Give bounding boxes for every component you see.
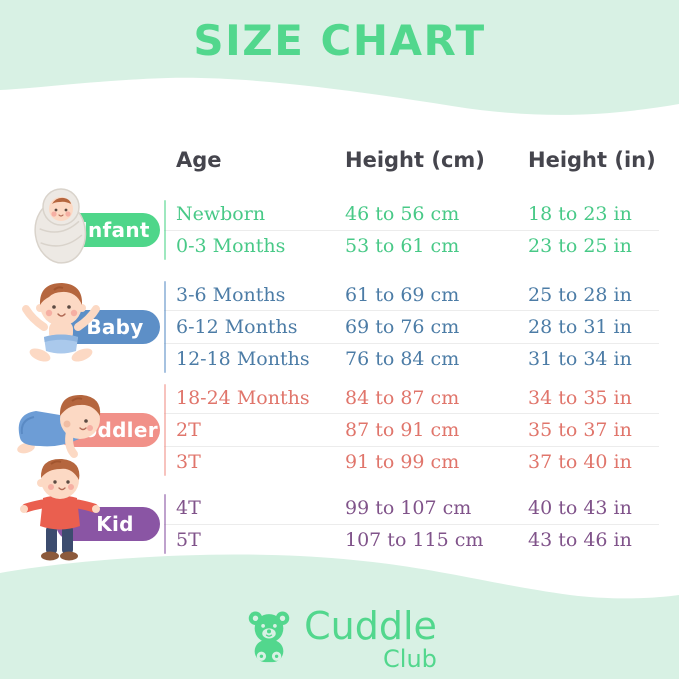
height-in-cell: 25 to 28 in (528, 283, 632, 306)
age-cell: 2T (176, 418, 201, 441)
brand-name: Cuddle Club (304, 607, 437, 671)
pill-label: Kid (96, 512, 134, 536)
age-cell: 4T (176, 496, 201, 519)
table-row: 6-12 Months 69 to 76 cm 28 to 31 in (164, 310, 659, 342)
table-row: 4T 99 to 107 cm 40 to 43 in (164, 492, 659, 524)
height-cm-cell: 69 to 76 cm (345, 315, 460, 338)
brand-primary-text: Cuddle (304, 604, 437, 648)
height-cm-cell: 76 to 84 cm (345, 348, 460, 371)
crawling-toddler-icon (17, 394, 101, 458)
table-row: 12-18 Months 76 to 84 cm 31 to 34 in (164, 342, 659, 375)
pill-label: Baby (86, 315, 144, 339)
header-height-cm: Height (cm) (345, 148, 485, 172)
group-rows: 4T 99 to 107 cm 40 to 43 in 5T 107 to 11… (164, 492, 659, 556)
size-group-kid: Kid (0, 458, 659, 561)
group-label-area: Baby (0, 279, 164, 375)
height-cm-cell: 99 to 107 cm (345, 496, 472, 519)
swaddled-baby-icon (34, 188, 87, 264)
size-group-toddler: Toddler 18-24 Months 84 to 87 cm 34 to (0, 382, 659, 478)
group-rows: 18-24 Months 84 to 87 cm 34 to 35 in 2T … (164, 382, 659, 478)
size-group-infant: Infant Newborn 46 to 56 (0, 188, 659, 264)
pill-label: Infant (80, 218, 150, 242)
height-cm-cell: 107 to 115 cm (345, 529, 484, 552)
standing-kid-icon (20, 458, 100, 561)
height-cm-cell: 46 to 56 cm (345, 202, 460, 225)
header-height-in: Height (in) (528, 148, 656, 172)
age-cell: 0-3 Months (176, 235, 286, 258)
age-cell: 3-6 Months (176, 283, 286, 306)
teddy-bear-icon (248, 611, 290, 663)
bottom-wave-shape (0, 554, 679, 679)
height-cm-cell: 84 to 87 cm (345, 386, 460, 409)
table-row: 3-6 Months 61 to 69 cm 25 to 28 in (164, 279, 659, 310)
height-cm-cell: 91 to 99 cm (345, 451, 460, 474)
height-in-cell: 35 to 37 in (528, 418, 632, 441)
height-cm-cell: 87 to 91 cm (345, 418, 460, 441)
group-label-area: Infant (0, 188, 164, 264)
size-group-baby: Baby (0, 279, 659, 375)
height-in-cell: 43 to 46 in (528, 529, 632, 552)
top-wave-shape (0, 0, 679, 115)
sitting-baby-icon (22, 283, 100, 362)
brand-secondary-text: Club (383, 645, 437, 673)
table-row: 2T 87 to 91 cm 35 to 37 in (164, 413, 659, 445)
group-label-area: Toddler (0, 382, 164, 478)
age-cell: 12-18 Months (176, 348, 310, 371)
age-cell: 5T (176, 529, 201, 552)
height-in-cell: 28 to 31 in (528, 315, 632, 338)
age-cell: 3T (176, 451, 201, 474)
table-row: 5T 107 to 115 cm 43 to 46 in (164, 523, 659, 557)
group-rows: 3-6 Months 61 to 69 cm 25 to 28 in 6-12 … (164, 279, 659, 375)
bottom-band: Cuddle Club (0, 539, 679, 679)
height-in-cell: 34 to 35 in (528, 386, 632, 409)
page-title: SIZE CHART (193, 16, 486, 65)
height-in-cell: 37 to 40 in (528, 451, 632, 474)
top-band: SIZE CHART (0, 0, 679, 125)
height-cm-cell: 53 to 61 cm (345, 235, 460, 258)
age-cell: Newborn (176, 202, 266, 225)
age-cell: 18-24 Months (176, 386, 310, 409)
height-in-cell: 18 to 23 in (528, 202, 632, 225)
table-row: 18-24 Months 84 to 87 cm 34 to 35 in (164, 382, 659, 413)
header-age: Age (176, 148, 222, 172)
table-row: Newborn 46 to 56 cm 18 to 23 in (164, 198, 659, 230)
height-in-cell: 31 to 34 in (528, 348, 632, 371)
table-row: 3T 91 to 99 cm 37 to 40 in (164, 445, 659, 478)
table-row: 0-3 Months 53 to 61 cm 23 to 25 in (164, 229, 659, 263)
brand-logo: Cuddle Club (0, 607, 679, 671)
group-label-area: Kid (0, 458, 164, 561)
column-headers: Age Height (cm) Height (in) (164, 148, 659, 172)
group-rows: Newborn 46 to 56 cm 18 to 23 in 0-3 Mont… (164, 198, 659, 262)
age-cell: 6-12 Months (176, 315, 298, 338)
height-in-cell: 23 to 25 in (528, 235, 632, 258)
height-cm-cell: 61 to 69 cm (345, 283, 460, 306)
height-in-cell: 40 to 43 in (528, 496, 632, 519)
